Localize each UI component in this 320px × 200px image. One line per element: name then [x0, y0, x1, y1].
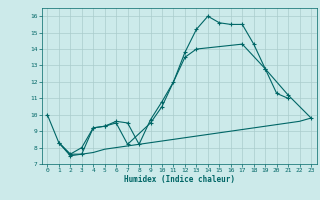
X-axis label: Humidex (Indice chaleur): Humidex (Indice chaleur): [124, 175, 235, 184]
